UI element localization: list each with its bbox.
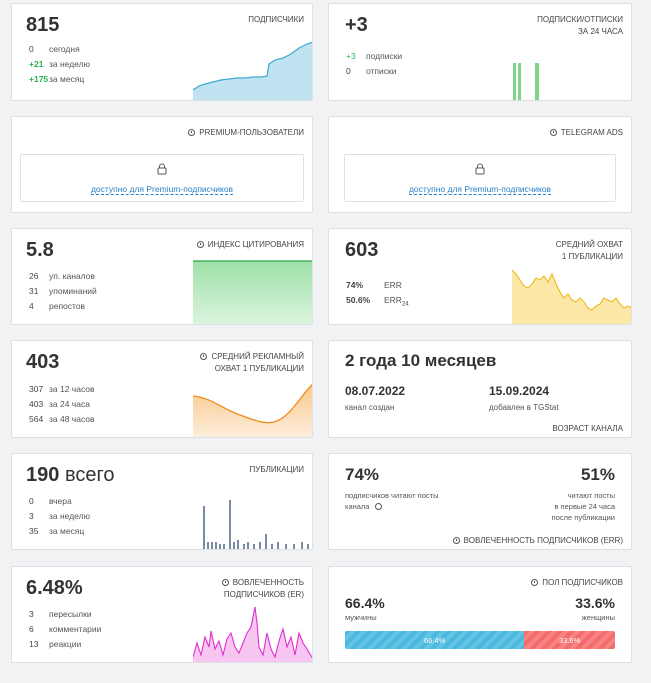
engagement-title: ВОВЛЕЧЕННОСТЬ ПОДПИСЧИКОВ (ERR)	[452, 535, 623, 547]
telegram-ads-card: TELEGRAM ADS доступно для Premium-подпис…	[328, 116, 632, 213]
ads-locked-box: доступно для Premium-подписчиков	[344, 154, 616, 202]
readers-24h-pct: 51%	[580, 465, 615, 484]
gender-bar-male: 66.4%	[345, 631, 525, 649]
female-label: женщины	[581, 613, 615, 622]
male-pct: 66.4%	[345, 595, 385, 611]
subscribers-card: 815 ПОДПИСЧИКИ 0 сегодня +21 за неделю +17…	[11, 3, 313, 101]
er-sparkline	[193, 606, 312, 662]
lock-icon	[157, 163, 167, 175]
subscribers-count: 815	[26, 14, 60, 36]
readers-24h-desc: читают посты в первые 24 часа после публ…	[551, 491, 615, 522]
citation-card: 5.8 ИНДЕКС ЦИТИРОВАНИЯ 26 уп. каналов 31 у…	[11, 228, 313, 325]
female-pct: 33.6%	[575, 595, 615, 611]
citation-title: ИНДЕКС ЦИТИРОВАНИЯ	[196, 239, 304, 251]
stat-row-yesterday: 0 вчера	[29, 496, 72, 506]
stat-row-week: 3 за неделю	[29, 511, 90, 521]
channel-age-value: 2 года 10 месяцев	[345, 351, 497, 370]
avg-reach-card: 603 СРЕДНИЙ ОХВАТ 1 ПУБЛИКАЦИИ 74% ERR 50.…	[328, 228, 632, 325]
subscribers-sparkline	[193, 41, 312, 100]
subs-unsubs-title: ПОДПИСКИ/ОТПИСКИ ЗА 24 ЧАСА	[537, 15, 623, 36]
stat-row-reposts: 4 репостов	[29, 301, 86, 311]
info-icon	[452, 537, 460, 544]
premium-users-link[interactable]: доступно для Premium-подписчиков	[90, 184, 234, 195]
stat-row-err: 74% ERR	[346, 280, 402, 290]
premium-users-title: PREMIUM-ПОЛЬЗОВАТЕЛИ	[188, 127, 304, 139]
telegram-ads-link[interactable]: доступно для Premium-подписчиков	[408, 184, 552, 195]
info-icon	[200, 353, 208, 360]
stat-row-channels: 26 уп. каналов	[29, 271, 95, 281]
gender-bar-female: 33.6%	[524, 631, 615, 649]
er-card: 6.48% ВОВЛЕЧЕННОСТЬ ПОДПИСЧИКОВ (ER) 3 пер…	[11, 566, 313, 663]
stat-row-forwards: 3 пересылки	[29, 609, 92, 619]
info-icon	[531, 579, 539, 586]
created-date: 08.07.2022	[345, 384, 406, 398]
ad-reach-value: 403	[26, 351, 60, 373]
telegram-ads-title: TELEGRAM ADS	[549, 127, 623, 139]
info-icon	[196, 241, 204, 248]
gender-bar: 66.4% 33.6%	[345, 631, 615, 649]
avg-reach-title: СРЕДНИЙ ОХВАТ 1 ПУБЛИКАЦИИ	[555, 240, 623, 261]
er-stats: 3 пересылки 6 комментарии 13 реакции	[29, 607, 101, 652]
subscribers-stats: 0 сегодня +21 за неделю +175за месяц	[29, 42, 90, 87]
engagement-card: 74% подписчиков читают посты канала 51% …	[328, 453, 632, 550]
stat-row-subs: +3 подписки	[346, 51, 403, 61]
lock-icon	[475, 163, 485, 175]
channel-age-title: ВОЗРАСТ КАНАЛА	[552, 424, 623, 433]
stat-row-err24: 50.6% ERR24	[346, 295, 409, 308]
ad-reach-curve	[193, 384, 312, 437]
stat-row-reactions: 13 реакции	[29, 639, 82, 649]
stat-row-mentions: 31 упоминаний	[29, 286, 97, 296]
premium-users-card: PREMIUM-ПОЛЬЗОВАТЕЛИ доступно для Premiu…	[11, 116, 313, 213]
er-value: 6.48%	[26, 577, 83, 599]
stat-row-48h: 564 за 48 часов	[29, 414, 95, 424]
info-icon	[549, 129, 557, 136]
subs-delta: +3	[345, 14, 368, 36]
subscribers-title: ПОДПИСЧИКИ	[248, 15, 304, 24]
stat-row-today: 0 сегодня	[29, 44, 80, 54]
readers-desc: подписчиков читают посты канала	[345, 491, 439, 511]
stat-row-month: 35 за месяц	[29, 526, 85, 536]
publications-bar-chart	[203, 500, 309, 549]
publications-stats: 0 вчера 3 за неделю 35 за месяц	[29, 494, 90, 539]
er-title: ВОВЛЕЧЕННОСТЬ ПОДПИСЧИКОВ (ER)	[221, 577, 304, 601]
created-label: канал создан	[345, 403, 395, 412]
stat-row-month: +175за месяц	[29, 74, 85, 84]
ad-reach-title: СРЕДНИЙ РЕКЛАМНЫЙ ОХВАТ 1 ПУБЛИКАЦИИ	[200, 351, 304, 375]
subs-unsubs-card: +3 ПОДПИСКИ/ОТПИСКИ ЗА 24 ЧАСА +3 подписки…	[328, 3, 632, 101]
publications-card: 190 всего ПУБЛИКАЦИИ 0 вчера 3 за неделю 3…	[11, 453, 313, 550]
stat-row-week: +21 за неделю	[29, 59, 90, 69]
gender-card: ПОЛ ПОДПИСЧИКОВ 66.4% мужчины 33.6% женщ…	[328, 566, 632, 663]
info-icon	[221, 579, 229, 586]
citation-area-chart	[193, 260, 312, 324]
stat-row-unsubs: 0 отписки	[346, 66, 397, 76]
added-date: 15.09.2024	[489, 384, 550, 398]
avg-reach-sparkline	[512, 269, 631, 324]
subs-bar-chart	[513, 63, 539, 100]
stat-row-12h: 307 за 12 часов	[29, 384, 95, 394]
ad-reach-card: 403 СРЕДНИЙ РЕКЛАМНЫЙ ОХВАТ 1 ПУБЛИКАЦИИ …	[11, 340, 313, 438]
ad-reach-stats: 307 за 12 часов 403 за 24 часа 564 за 48 ча…	[29, 382, 95, 427]
readers-pct: 74%	[345, 465, 380, 484]
publications-total: 190 всего	[26, 464, 115, 486]
subs-unsubs-stats: +3 подписки 0 отписки	[346, 49, 402, 79]
info-icon	[374, 503, 382, 510]
info-icon	[188, 129, 196, 136]
added-label: добавлен в TGStat	[489, 403, 559, 412]
publications-title: ПУБЛИКАЦИИ	[249, 465, 305, 474]
avg-reach-value: 603	[345, 239, 379, 261]
premium-locked-box: доступно для Premium-подписчиков	[20, 154, 304, 202]
citation-stats: 26 уп. каналов 31 упоминаний 4 репостов	[29, 269, 97, 314]
gender-title: ПОЛ ПОДПИСЧИКОВ	[531, 577, 623, 589]
stat-row-comments: 6 комментарии	[29, 624, 102, 634]
channel-age-card: 2 года 10 месяцев 08.07.2022 канал созда…	[328, 340, 632, 438]
stat-row-24h: 403 за 24 часа	[29, 399, 90, 409]
err-stats: 74% ERR 50.6% ERR24	[346, 278, 409, 313]
male-label: мужчины	[345, 613, 377, 622]
citation-index: 5.8	[26, 239, 54, 261]
